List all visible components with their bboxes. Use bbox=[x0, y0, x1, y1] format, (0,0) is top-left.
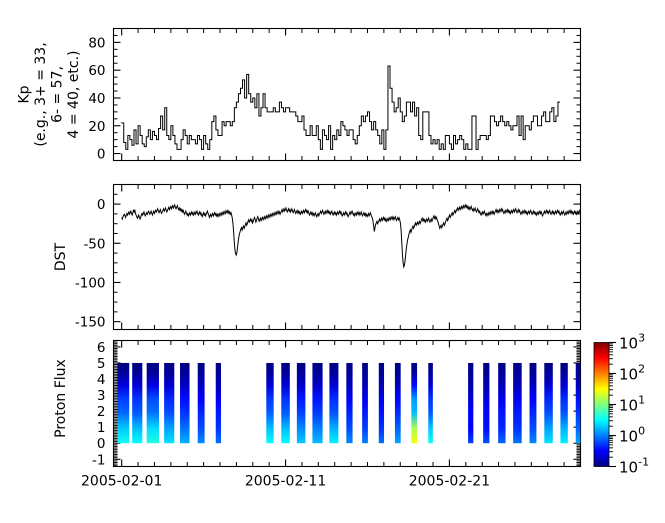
x-tick-labels: 2005-02-01 2005-02-11 2005-02-21 bbox=[81, 474, 490, 490]
colorbar-tick-label: 103 bbox=[619, 332, 645, 353]
kp-step-line bbox=[120, 65, 561, 150]
proton-flux-column bbox=[281, 362, 290, 444]
y-tick-label: 0 bbox=[97, 436, 106, 452]
proton-flux-column bbox=[146, 362, 159, 444]
proton-flux-column bbox=[362, 362, 368, 444]
proton-flux-column bbox=[529, 362, 537, 444]
y-ticks-kp: 0 20 40 60 80 bbox=[88, 28, 581, 163]
y-tick-label: 80 bbox=[88, 35, 105, 51]
proton-flux-column bbox=[117, 362, 130, 444]
y-tick-label: 3 bbox=[97, 388, 106, 404]
proton-flux-column bbox=[312, 362, 323, 444]
x-tick-label: 2005-02-11 bbox=[245, 474, 326, 490]
dst-line bbox=[121, 203, 581, 269]
proton-flux-column bbox=[346, 362, 353, 444]
colorbar-tick-label: 102 bbox=[619, 363, 645, 384]
proton-flux-column bbox=[329, 362, 339, 444]
proton-flux-column bbox=[468, 362, 474, 444]
x-ticks-proton_flux bbox=[121, 340, 581, 467]
x-ticks-dst bbox=[121, 184, 581, 330]
proton-flux-column bbox=[513, 362, 522, 444]
y-tick-label: 1 bbox=[97, 420, 106, 436]
y-axis-label-line: 6- = 57, bbox=[49, 66, 65, 123]
y-axis-label-line: DST bbox=[53, 242, 69, 271]
y-tick-label: -100 bbox=[75, 275, 106, 291]
y-tick-label: 5 bbox=[97, 356, 106, 372]
y-axis-label-line: (e.g., 3+ = 33, bbox=[33, 42, 49, 146]
y-tick-label: -1 bbox=[92, 452, 105, 468]
proton-flux-column bbox=[428, 362, 433, 444]
proton-flux-columns bbox=[117, 362, 581, 444]
y-ticks-dst: -150 -100 -50 0 bbox=[75, 184, 581, 331]
y-axis-label-dst: DST bbox=[53, 242, 69, 271]
y-tick-label: -150 bbox=[75, 315, 106, 331]
y-tick-label: 0 bbox=[97, 147, 106, 163]
proton-flux-column bbox=[394, 362, 401, 444]
y-tick-label: 40 bbox=[88, 91, 105, 107]
y-axis-label-kp: Kp (e.g., 3+ = 33, 6- = 57, 4 = 40, etc.) bbox=[16, 42, 82, 146]
y-tick-label: 2 bbox=[97, 404, 106, 420]
proton-flux-column bbox=[411, 362, 418, 444]
colorbar-tick-label: 101 bbox=[619, 394, 645, 415]
axes-frame-dst bbox=[112, 183, 582, 331]
panel-dst: -150 -100 -50 0 bbox=[75, 183, 582, 331]
kp-series bbox=[120, 65, 561, 150]
x-ticks-kp bbox=[121, 28, 581, 161]
proton-flux-column bbox=[560, 362, 568, 444]
proton-flux-column bbox=[164, 362, 175, 444]
y-axis-label-line: Proton Flux bbox=[53, 359, 69, 438]
y-tick-label: 4 bbox=[97, 372, 106, 388]
proton-flux-column bbox=[197, 362, 205, 444]
proton-flux-column bbox=[378, 362, 385, 444]
proton-flux-column bbox=[266, 362, 274, 444]
colorbar-tick-label: 100 bbox=[619, 425, 645, 446]
y-axis-label-proton-flux: Proton Flux bbox=[53, 359, 69, 438]
dst-series bbox=[121, 203, 581, 269]
proton-flux-column bbox=[296, 362, 306, 444]
colorbar-tick-label: 10-1 bbox=[619, 456, 649, 477]
proton-flux-column bbox=[544, 362, 553, 444]
proton-flux-column bbox=[132, 362, 143, 444]
proton-flux-column bbox=[180, 362, 190, 444]
x-tick-label: 2005-02-01 bbox=[81, 474, 162, 490]
proton-flux-column bbox=[498, 362, 506, 444]
y-tick-label: -50 bbox=[83, 236, 105, 252]
x-tick-label: 2005-02-21 bbox=[409, 474, 490, 490]
y-tick-label: 60 bbox=[88, 63, 105, 79]
colorbar: 10-1 100 101 102 103 bbox=[593, 332, 649, 477]
panel-kp: 0 20 40 60 80 bbox=[88, 27, 582, 163]
y-tick-label: 20 bbox=[88, 119, 105, 135]
colorbar-gradient bbox=[593, 342, 610, 467]
y-axis-label-line: Kp bbox=[16, 85, 32, 103]
proton-flux-column bbox=[215, 362, 221, 444]
axes-frame-kp bbox=[112, 27, 582, 162]
y-tick-label: 0 bbox=[97, 197, 106, 213]
proton-flux-column bbox=[483, 362, 490, 444]
y-tick-label: 6 bbox=[97, 340, 106, 356]
y-axis-label-line: 4 = 40, etc.) bbox=[66, 51, 82, 139]
proton-flux-column bbox=[575, 362, 581, 444]
